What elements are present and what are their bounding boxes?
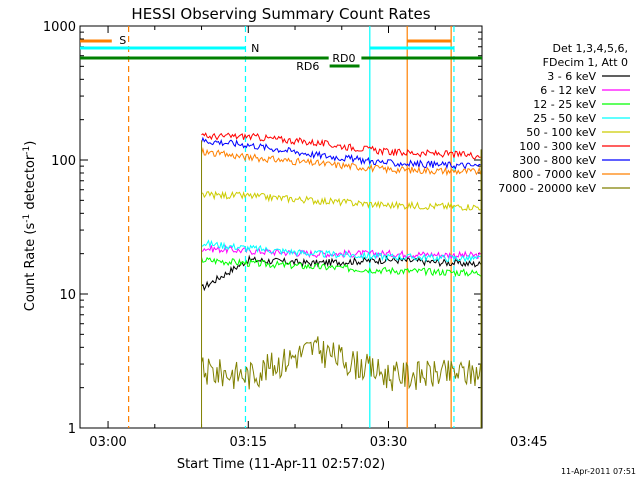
annotation-label: RD0 [332,52,355,65]
series-line [201,254,482,292]
series-line [201,239,481,263]
x-tick-label: 03:15 [230,435,267,450]
x-tick-label: 03:00 [89,435,126,450]
legend-header: Det 1,3,4,5,6, [552,42,628,55]
legend-entry: 800 - 7000 keV [512,168,596,181]
y-tick-label: 1000 [43,20,76,35]
legend-entry: 3 - 6 keV [547,70,596,83]
x-axis-label: Start Time (11-Apr-11 02:57:02) [177,457,385,472]
y-tick-labels: 1 10 100 1000 [43,20,76,437]
annotation-label: S [119,34,126,47]
y-axis-label: Count Rate (s-1 detector-1) [22,141,38,312]
legend: Det 1,3,4,5,6,FDecim 1, Att 03 - 6 keV6 … [498,42,630,195]
series-line [201,244,481,260]
series-line [201,132,481,160]
annotation-label: N [251,42,259,55]
series-line [201,136,481,170]
observing-annotations: S N RD0 RD6 [80,26,482,428]
plot-frame [79,25,483,429]
legend-entry: 25 - 50 keV [533,112,596,125]
series-line [201,147,482,177]
series-layer [201,132,482,428]
series-line [201,190,481,212]
series-line [201,256,481,278]
legend-entry: 7000 - 20000 keV [498,182,596,195]
annotation-label: RD6 [296,60,319,73]
x-tick-label: 03:30 [370,435,407,450]
legend-entry: 50 - 100 keV [526,126,596,139]
legend-header: FDecim 1, Att 0 [543,56,628,69]
legend-entry: 6 - 12 keV [540,84,596,97]
axis-ticks [80,26,482,429]
legend-entry: 100 - 300 keV [519,140,596,153]
series-line [201,336,482,392]
chart-title: HESSI Observing Summary Count Rates [131,5,430,23]
legend-entry: 12 - 25 keV [533,98,596,111]
legend-entry: 300 - 800 keV [519,154,596,167]
y-tick-label: 100 [51,154,76,169]
x-tick-label: 03:45 [510,435,547,450]
footer-date: 11-Apr-2011 07:51 [561,467,636,476]
y-tick-label: 10 [59,288,76,303]
y-tick-label: 1 [68,422,76,437]
